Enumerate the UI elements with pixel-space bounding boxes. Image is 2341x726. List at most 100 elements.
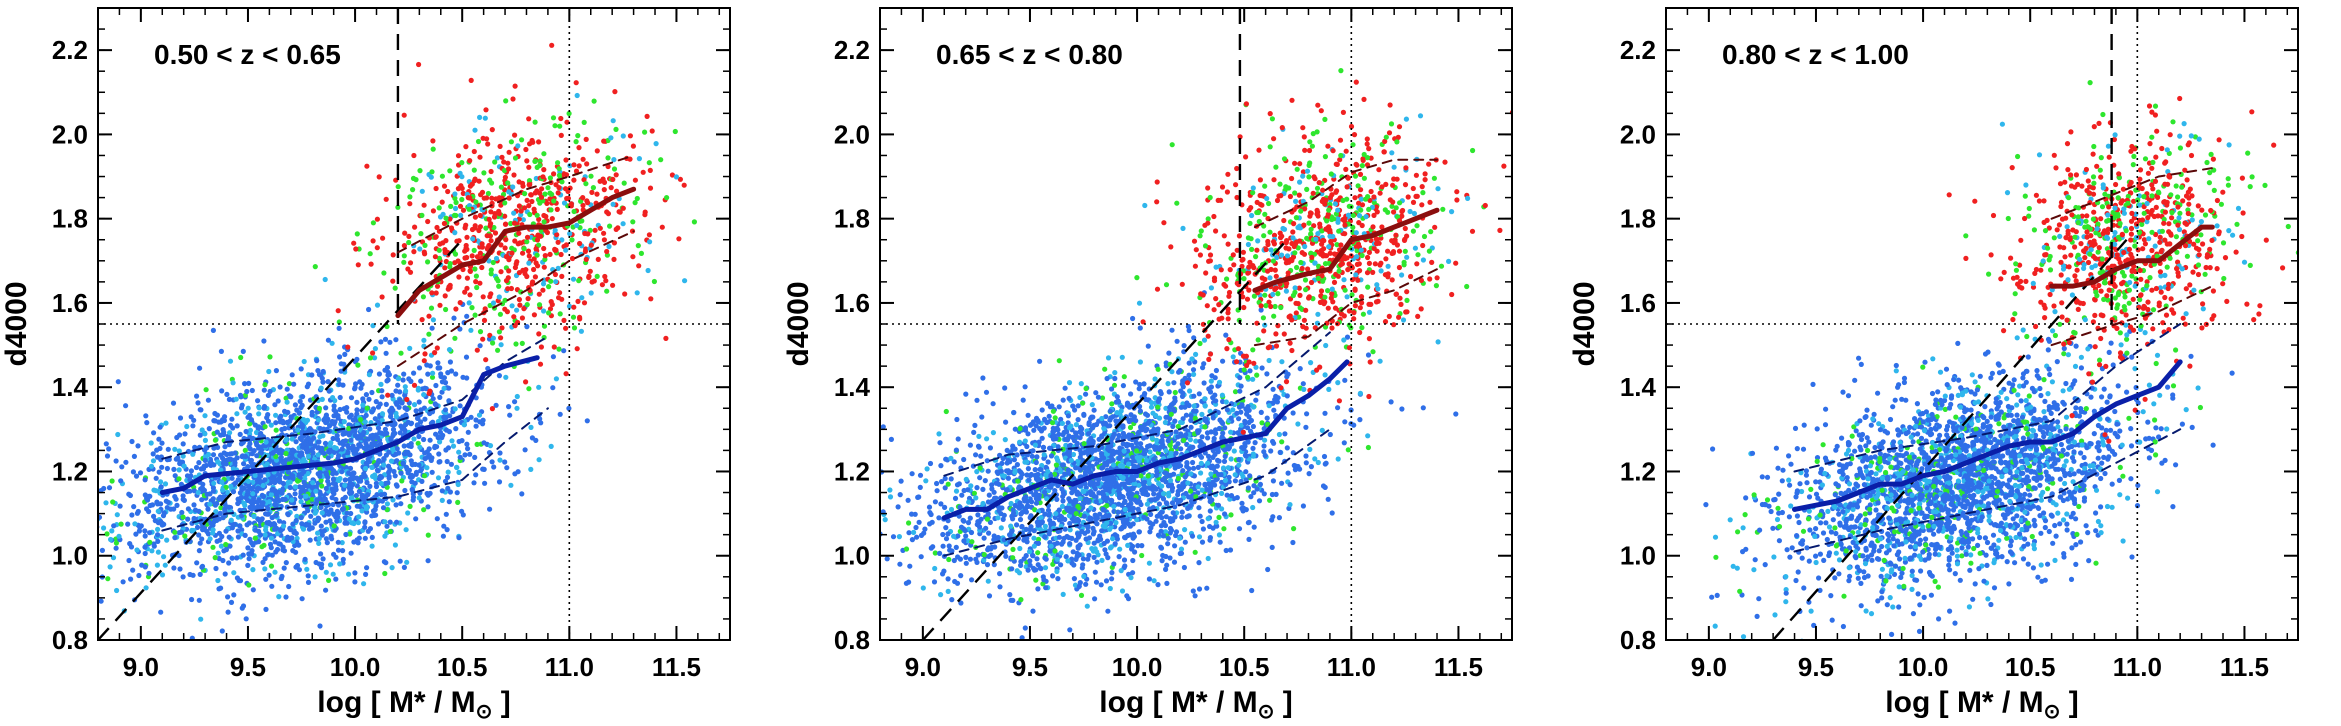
data-point [647,239,653,245]
data-point [447,489,453,495]
data-point [402,230,408,236]
data-point [323,519,329,525]
data-point [360,396,366,402]
data-point [107,564,113,570]
data-point [229,451,235,457]
data-point [320,433,326,439]
y-tick-label: 2.2 [52,35,88,65]
data-point [347,430,353,436]
data-point [360,402,366,408]
data-point [382,480,388,487]
data-point [321,528,327,534]
data-point [306,483,312,489]
data-point [411,402,418,408]
data-point [395,382,401,388]
data-point [362,519,368,525]
data-point [526,386,532,392]
data-point [196,548,202,554]
data-point [204,491,210,497]
data-point [434,283,441,289]
data-point [953,488,960,494]
data-point [432,254,438,260]
data-point [898,478,904,484]
data-point [547,251,553,257]
data-point [488,267,494,273]
data-point [1070,549,1076,555]
data-point [574,222,580,228]
data-point [227,543,233,549]
data-point [245,545,251,551]
data-point [387,339,393,345]
data-point [1111,503,1117,510]
data-point [273,368,279,374]
data-point [445,469,451,475]
data-point [213,565,219,572]
data-point [323,470,329,476]
data-point [387,528,393,535]
data-point [275,476,282,482]
data-point [1232,478,1238,484]
data-point [91,573,96,578]
data-point [421,507,427,513]
data-point [398,399,404,405]
data-point [238,394,244,400]
data-point [510,96,516,102]
data-point [218,432,224,438]
data-point [411,249,417,255]
data-point [266,368,272,375]
data-point [1200,526,1206,532]
data-point [464,285,470,291]
data-point [246,582,252,588]
data-point [176,552,182,559]
data-point [194,560,200,566]
data-point [233,396,239,402]
data-point [487,233,493,239]
data-point [473,423,479,429]
data-point [417,168,423,174]
data-point [326,388,332,394]
data-point [1112,370,1118,376]
data-point [594,191,600,197]
data-point [330,476,337,482]
data-point [456,449,462,455]
data-point [312,429,318,435]
data-point [571,208,577,215]
data-point [171,466,177,472]
data-point [1247,473,1253,479]
data-point [571,177,577,183]
data-point [984,562,991,568]
data-point [155,508,161,514]
data-point [1080,556,1086,562]
data-point [287,484,293,491]
data-point [428,305,435,311]
data-point [210,496,216,502]
data-point [365,528,371,534]
data-point [134,510,140,516]
data-point [1029,453,1035,459]
data-point [293,439,299,445]
data-point [873,519,878,524]
data-point [212,555,218,561]
data-point [480,421,486,427]
data-point [475,138,482,145]
data-point [159,572,166,578]
data-point [393,451,399,457]
data-point [201,463,207,469]
data-point [556,166,562,172]
data-point [526,260,532,266]
data-point [521,306,527,312]
data-point [388,458,395,464]
data-point [541,151,547,157]
data-point [367,426,373,432]
data-point [1269,544,1275,551]
data-point [210,327,216,333]
data-point [1136,386,1142,392]
data-point [524,197,530,203]
data-point [1258,409,1264,415]
data-point [516,179,522,185]
data-point [419,317,425,323]
data-point [294,562,301,569]
data-point [575,133,581,139]
data-point [333,487,339,493]
data-point [376,174,382,180]
